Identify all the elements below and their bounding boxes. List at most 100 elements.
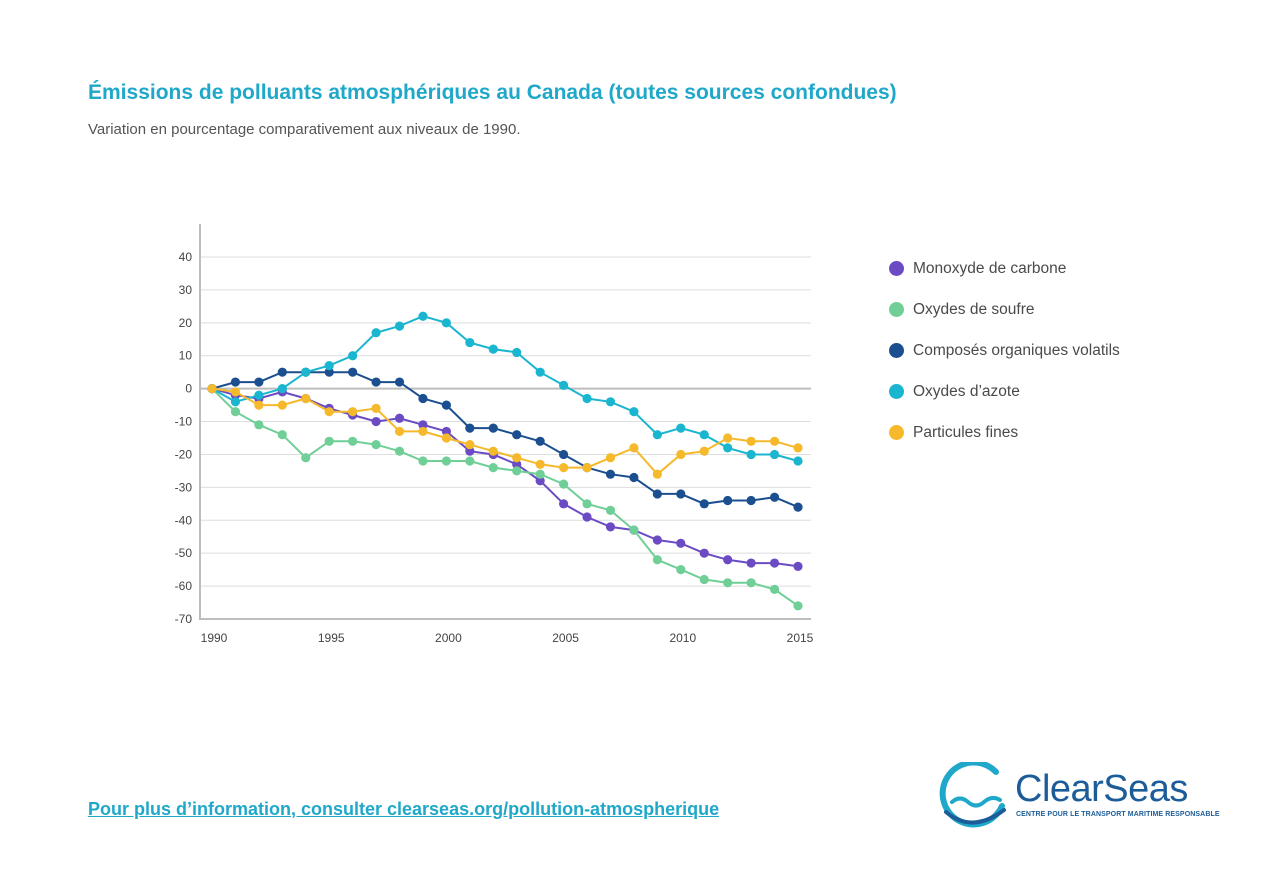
data-point xyxy=(793,601,803,611)
data-point xyxy=(488,463,498,473)
data-point xyxy=(793,502,803,512)
data-point xyxy=(371,328,381,338)
data-point xyxy=(559,499,569,509)
data-point xyxy=(230,377,241,387)
data-point xyxy=(676,489,686,499)
legend-swatch xyxy=(889,343,904,358)
y-tick-label: 20 xyxy=(179,316,193,330)
data-point xyxy=(746,558,756,568)
data-point xyxy=(769,449,780,460)
y-tick-label: -50 xyxy=(175,546,193,560)
data-point xyxy=(769,584,780,594)
x-tick-label: 2000 xyxy=(435,631,462,645)
data-point xyxy=(418,426,428,437)
data-point xyxy=(559,479,569,489)
data-point xyxy=(348,367,358,377)
data-point xyxy=(418,456,428,466)
data-point xyxy=(324,436,334,446)
data-point xyxy=(230,407,241,417)
series-particules-fines xyxy=(207,384,803,479)
data-point xyxy=(652,469,662,479)
clearseas-logo[interactable]: ClearSeas CENTRE POUR LE TRANSPORT MARIT… xyxy=(938,762,1238,834)
data-point xyxy=(676,565,686,575)
data-point xyxy=(254,390,264,400)
data-point xyxy=(324,407,334,417)
data-point xyxy=(371,403,381,413)
legend-swatch xyxy=(889,384,904,399)
data-point xyxy=(605,505,616,515)
data-point xyxy=(418,311,428,321)
data-point xyxy=(277,430,287,440)
data-point xyxy=(582,499,592,509)
y-tick-label: 30 xyxy=(179,283,193,297)
data-point xyxy=(418,393,428,404)
data-point xyxy=(559,463,569,473)
data-point xyxy=(535,476,545,486)
data-point xyxy=(441,433,451,443)
y-tick-label: -70 xyxy=(175,612,193,626)
data-point xyxy=(488,446,498,456)
data-point xyxy=(652,430,662,440)
data-point xyxy=(535,367,545,377)
y-tick-label: -20 xyxy=(175,447,193,461)
legend-item: Oxydes de soufre xyxy=(889,289,1120,330)
data-point xyxy=(676,449,686,460)
data-point xyxy=(699,574,709,585)
data-point xyxy=(512,459,522,469)
data-point xyxy=(652,489,662,499)
data-point xyxy=(723,433,733,443)
data-point xyxy=(559,449,569,460)
data-point xyxy=(723,495,733,506)
data-point xyxy=(465,439,475,450)
data-point xyxy=(582,463,592,473)
data-point xyxy=(652,555,662,565)
data-point xyxy=(723,555,733,565)
data-point xyxy=(769,436,780,446)
data-point xyxy=(699,548,709,558)
data-point xyxy=(465,456,475,466)
legend-swatch xyxy=(889,425,904,440)
data-point xyxy=(348,436,358,446)
data-point xyxy=(441,400,451,410)
data-point xyxy=(418,420,428,430)
data-point xyxy=(699,499,709,509)
chart-series xyxy=(207,311,803,611)
data-point xyxy=(746,436,756,446)
data-point xyxy=(254,400,264,410)
data-point xyxy=(324,367,334,377)
series-oxydes-d-azote xyxy=(207,311,803,466)
data-point xyxy=(629,443,639,453)
data-point xyxy=(605,469,616,479)
x-tick-label: 2005 xyxy=(552,631,579,645)
data-point xyxy=(277,367,287,377)
data-point xyxy=(629,407,639,417)
data-point xyxy=(769,558,780,568)
data-point xyxy=(793,456,803,466)
data-point xyxy=(746,578,756,588)
legend-item: Oxydes d’azote xyxy=(889,371,1120,412)
data-point xyxy=(441,456,451,466)
y-tick-label: -30 xyxy=(175,480,193,494)
legend-swatch xyxy=(889,261,904,276)
data-point xyxy=(277,384,287,394)
data-point xyxy=(769,492,780,502)
data-point xyxy=(582,393,592,404)
data-point xyxy=(254,377,264,387)
data-point xyxy=(746,495,756,506)
data-point xyxy=(535,469,545,479)
data-point xyxy=(465,446,475,456)
data-point xyxy=(605,453,616,463)
data-point xyxy=(324,361,334,371)
data-point xyxy=(348,407,358,417)
more-info-link[interactable]: Pour plus d’information, consulter clear… xyxy=(88,799,720,819)
series-monoxyde-de-carbone xyxy=(207,384,803,571)
data-point xyxy=(488,344,498,354)
legend-label: Oxydes d’azote xyxy=(913,382,1020,400)
data-point xyxy=(371,439,381,450)
chart-title: Émissions de polluants atmosphériques au… xyxy=(88,81,897,104)
x-tick-label: 1995 xyxy=(318,631,345,645)
data-point xyxy=(535,459,545,469)
data-point xyxy=(394,446,405,456)
